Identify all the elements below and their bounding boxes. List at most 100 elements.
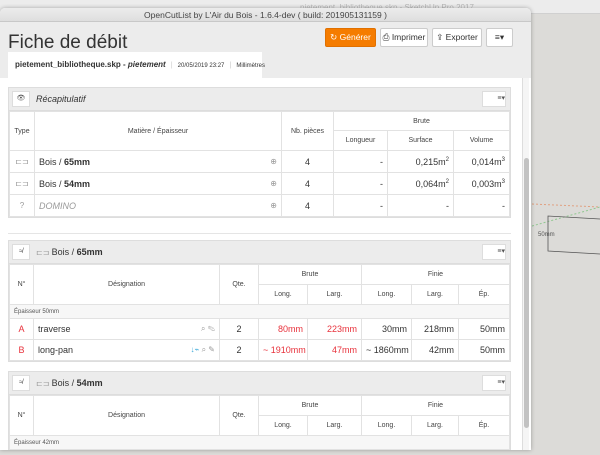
divider: [8, 233, 511, 234]
collapse-icon[interactable]: ≉: [12, 244, 30, 260]
table-cell: Bois / 54mm ⊕: [34, 172, 282, 195]
text: |: [229, 60, 232, 69]
sketchup-viewport[interactable]: 50mm: [531, 14, 600, 450]
header: Fiche de débit ↻ Générer ⎙ Imprimer ⇪ Ex…: [0, 22, 531, 78]
table-cell: 0,003m3: [453, 172, 510, 195]
table-cell: 4: [281, 172, 334, 195]
table-cell: traverse ⌕ ✎: [33, 318, 220, 340]
text: Bois /: [51, 247, 77, 257]
table-cell: 223mm: [306, 318, 363, 340]
model-edge: [547, 215, 600, 255]
opencutlist-window: OpenCutList by L'Air du Bois - 1.6.4-dev…: [0, 8, 531, 450]
text: |: [170, 60, 173, 69]
col-material: Matière / Épaisseur: [34, 111, 282, 151]
add-icon[interactable]: ⊕: [270, 156, 277, 166]
file-name: pietement_bibliotheque.skp: [15, 60, 121, 69]
search-edit-icons[interactable]: ↓⌁ ⌕ ✎: [190, 345, 215, 354]
unknown-type-icon: ?: [9, 194, 35, 217]
search-edit-icons[interactable]: ⌕ ✎: [201, 324, 215, 333]
sketchup-title: pietement_bibliotheque.skp - SketchUp Pr…: [300, 3, 474, 12]
group-menu-button[interactable]: ≡▾: [482, 375, 506, 391]
table-cell: -: [333, 172, 388, 195]
text: Bois /: [39, 156, 65, 167]
units: Millimètres: [236, 63, 265, 69]
table-cell: -: [333, 194, 388, 217]
table-cell: long-pan ↓⌁ ⌕ ✎: [33, 339, 220, 361]
table-cell: A: [9, 318, 34, 340]
scrollbar-thumb[interactable]: [524, 158, 529, 428]
text: Bois /: [51, 378, 77, 388]
table-row[interactable]: ⊏⊐ Bois / 54mm ⊕ 4-0,064m2 0,003m3: [9, 172, 510, 195]
column-header: Désignation: [33, 395, 220, 436]
menu-button[interactable]: ≡▾: [486, 28, 513, 47]
grain-direction-icon: ↓⌁: [190, 345, 200, 354]
column-header: Larg.: [411, 415, 460, 436]
column-header: Long.: [258, 284, 308, 305]
print-button[interactable]: ⎙ Imprimer: [380, 28, 428, 47]
col-count: Nb. pièces: [281, 111, 334, 151]
model-drawing: 50mm: [531, 203, 600, 255]
table-cell: -: [453, 194, 510, 217]
text: Générer: [339, 32, 371, 42]
table-cell: Bois / 65mm ⊕: [34, 150, 282, 173]
text: Imprimer: [391, 32, 426, 42]
collapse-icon[interactable]: ≉: [12, 375, 30, 391]
eye-icon[interactable]: 👁: [12, 91, 30, 107]
column-header: Long.: [361, 284, 413, 305]
column-header: Larg.: [411, 284, 460, 305]
add-icon[interactable]: ⊕: [270, 200, 277, 210]
text: 0,215m: [415, 156, 446, 167]
refresh-icon: ↻: [330, 32, 340, 42]
table-cell: 4: [281, 150, 334, 173]
table-cell: ~ 1910mm: [258, 339, 308, 361]
table-cell: 2: [219, 339, 259, 361]
column-header: N°: [9, 395, 34, 436]
column-header: Brute: [257, 264, 363, 285]
text: long-pan: [38, 345, 74, 355]
red-axis: [531, 203, 600, 208]
table-row[interactable]: ⊏⊐ Bois / 65mm ⊕ 4-0,215m2 0,014m3: [9, 150, 510, 173]
group-label: Épaisseur 50mm: [9, 304, 510, 319]
text: 54mm: [76, 378, 103, 388]
export-icon: ⇪: [436, 32, 446, 42]
group-menu-button[interactable]: ≡▾: [482, 244, 506, 260]
table-cell: DOMINO ⊕: [34, 194, 282, 217]
table-cell: 47mm: [306, 339, 363, 361]
column-header: Finie: [361, 395, 510, 416]
group-label: Épaisseur 42mm: [9, 435, 510, 450]
table-cell: 0,064m2: [387, 172, 454, 195]
text: Exporter: [445, 32, 478, 42]
column-header: Long.: [361, 415, 413, 436]
table-cell: 80mm: [258, 318, 308, 340]
summary-menu-button[interactable]: ≡▾: [482, 91, 506, 107]
group-panel-65mm: ≉ ⊏⊐ Bois / 65mm ≡▾ N° Désignation Qte. Brute…: [8, 240, 511, 362]
column-header: N°: [9, 264, 34, 305]
text: 0,014m: [471, 156, 502, 167]
text: ⊏⊐: [36, 379, 52, 388]
dimension-label: 50mm: [538, 232, 555, 238]
column-header: Finie: [361, 264, 510, 285]
export-button[interactable]: ⇪ Exporter: [432, 28, 482, 47]
table-cell: 4: [281, 194, 334, 217]
table-cell: 50mm: [458, 318, 510, 340]
hamburger-icon: ≡▾: [494, 32, 505, 42]
column-header: Ép.: [458, 284, 510, 305]
file-tab[interactable]: pietement_bibliotheque.skp - pietement | 2…: [8, 52, 265, 78]
col-volume: Volume: [453, 130, 510, 151]
col-length: Longueur: [333, 130, 388, 151]
col-brute: Brute: [333, 111, 510, 131]
column-header: Brute: [257, 395, 363, 416]
table-row[interactable]: ? DOMINO ⊕ 4- - -: [9, 194, 510, 217]
green-axis: [531, 206, 600, 227]
table-cell: 50mm: [458, 339, 510, 361]
summary-table: Type Matière / Épaisseur Nb. pièces Brute L…: [9, 111, 510, 217]
text: 54mm: [64, 178, 91, 189]
add-icon[interactable]: ⊕: [270, 178, 277, 188]
table-cell: 2: [219, 318, 259, 340]
scrollbar[interactable]: [522, 78, 529, 450]
text: 0,064m: [415, 178, 446, 189]
generate-button[interactable]: ↻ Générer: [325, 28, 376, 47]
column-header: Qte.: [219, 264, 259, 305]
